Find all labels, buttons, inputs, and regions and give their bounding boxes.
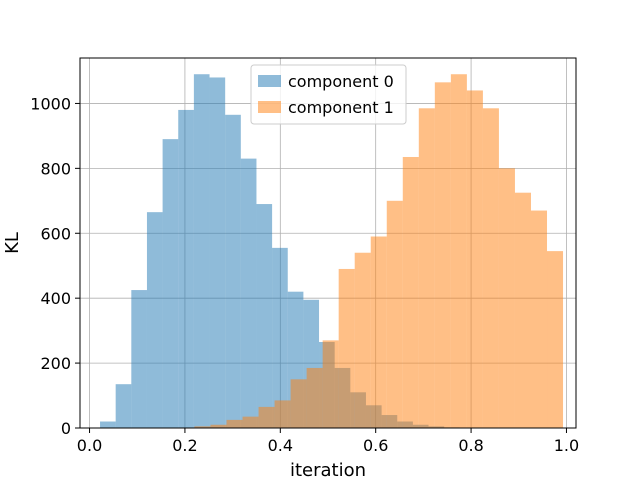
series-1-bar-18 — [482, 108, 499, 429]
series-1-bar-15 — [434, 82, 451, 428]
x-axis-label: iteration — [290, 460, 366, 480]
series-1-bar-7 — [306, 367, 323, 428]
legend-box — [250, 64, 407, 125]
series-1-bar-16 — [450, 74, 467, 428]
series-0-bar-11 — [272, 247, 288, 428]
series-0-bar-7 — [209, 77, 226, 428]
series-1-bar-12 — [386, 200, 403, 428]
series-1-bar-19 — [498, 168, 515, 428]
series-0-bar-9 — [240, 158, 257, 429]
legend-label-0: component 0 — [288, 72, 394, 91]
series-1-bar-6 — [290, 379, 307, 428]
series-1-bar-13 — [402, 156, 419, 429]
x-tick-label-4: 0.8 — [458, 436, 483, 455]
series-1-bar-17 — [466, 90, 483, 428]
series-0-bar-3 — [146, 212, 163, 428]
series-1-bar-3 — [242, 416, 259, 428]
series-1-bar-22 — [547, 251, 564, 428]
series-1-bar-9 — [338, 268, 355, 428]
x-tick-label-3: 0.6 — [363, 436, 388, 455]
histogram-bars — [100, 74, 564, 429]
x-tick-label-1: 0.2 — [172, 436, 197, 455]
series-1-bar-10 — [354, 252, 371, 428]
axis-ticks: 0.0 0.2 0.4 0.6 0.8 1.0 0 200 400 600 800 1000 — [30, 94, 579, 455]
x-tick-label-5: 1.0 — [554, 436, 579, 455]
legend: component 0 component 1 — [250, 64, 407, 125]
y-tick-label-4: 800 — [40, 159, 71, 178]
y-tick-label-1: 200 — [40, 354, 71, 373]
y-tick-label-2: 400 — [40, 289, 71, 308]
series-1-bar-5 — [274, 400, 291, 428]
series-1-bar-11 — [370, 236, 387, 428]
legend-swatch-0 — [258, 75, 281, 87]
series-0-bar-8 — [225, 114, 241, 428]
series-0-bar-10 — [256, 204, 273, 428]
series-1-bar-4 — [258, 406, 275, 428]
series-0-bar-1 — [115, 384, 132, 428]
series-1-bar-20 — [514, 192, 531, 428]
plot-frame — [79, 57, 577, 429]
series-0-bar-0 — [100, 421, 116, 428]
series-1-bar-2 — [226, 419, 243, 428]
series-0-bar-5 — [178, 109, 194, 429]
series-1-bars — [194, 74, 564, 429]
y-axis-label: KL — [2, 232, 23, 254]
series-0-bar-2 — [131, 290, 147, 428]
series-0-bar-6 — [193, 74, 210, 428]
y-tick-label-3: 600 — [40, 224, 71, 243]
legend-swatch-1 — [258, 101, 281, 113]
series-1-bar-21 — [530, 210, 548, 428]
series-1-bar-8 — [322, 340, 339, 428]
x-tick-label-0: 0.0 — [77, 436, 102, 455]
x-tick-label-2: 0.4 — [268, 436, 293, 455]
series-1-bar-14 — [418, 108, 435, 429]
legend-label-1: component 1 — [288, 98, 394, 117]
series-1-bar-0 — [194, 426, 211, 428]
y-tick-label-0: 0 — [61, 419, 71, 438]
y-tick-label-5: 1000 — [30, 94, 71, 113]
series-1-bar-1 — [210, 424, 227, 428]
series-0-bar-4 — [162, 139, 179, 428]
